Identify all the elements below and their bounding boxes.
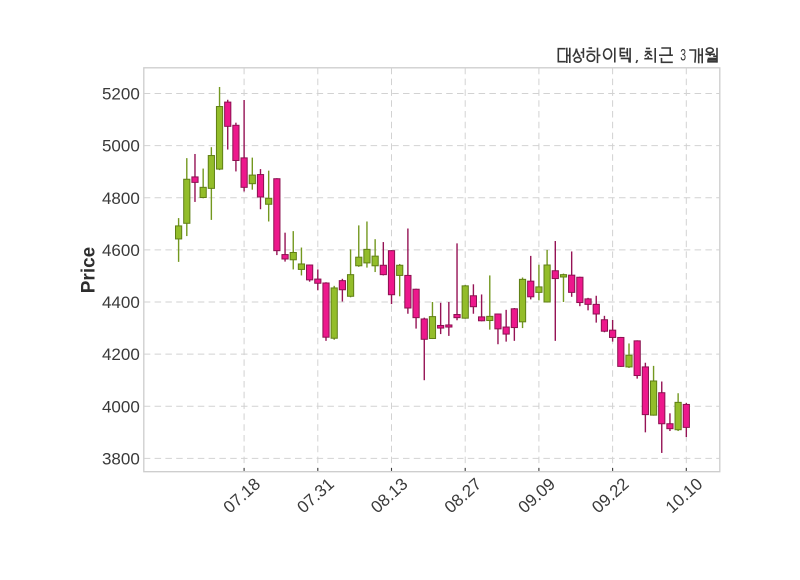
svg-text:5000: 5000 bbox=[102, 137, 140, 156]
svg-text:Price: Price bbox=[79, 247, 100, 293]
svg-text:4400: 4400 bbox=[102, 293, 140, 312]
svg-text:4000: 4000 bbox=[102, 397, 140, 416]
svg-text:3800: 3800 bbox=[102, 449, 140, 468]
svg-text:4600: 4600 bbox=[102, 241, 140, 260]
svg-text:3: 3 bbox=[680, 46, 686, 64]
svg-text:5200: 5200 bbox=[102, 85, 140, 104]
svg-text:4800: 4800 bbox=[102, 189, 140, 208]
svg-text:4200: 4200 bbox=[102, 345, 140, 364]
